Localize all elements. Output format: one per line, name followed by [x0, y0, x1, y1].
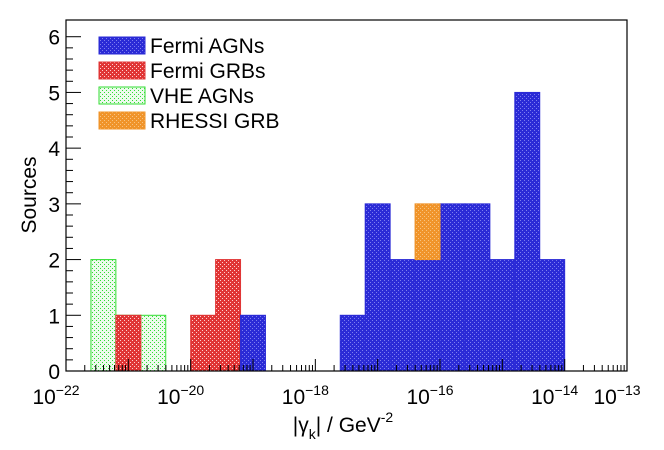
bar-fermi-agns-4	[389, 259, 416, 372]
y-tick-label: 3	[48, 194, 60, 217]
legend-swatch-rhessi-grb	[98, 111, 146, 130]
x-tick-label: 10−13	[593, 382, 640, 409]
y-axis-title: Sources	[18, 156, 41, 233]
axis-ticks	[65, 36, 628, 372]
bar-vhe-agns-3	[140, 314, 167, 372]
bar-fermi-agns-8	[489, 259, 516, 372]
x-tick-labels: 10−22 10−20 10−18 10−16 10−14 10−13	[32, 382, 640, 409]
bar-fermi-agns-6	[439, 203, 466, 372]
bar-fermi-agns-9	[514, 91, 541, 372]
legend-swatch-fermi-grbs	[98, 61, 146, 80]
y-tick-label: 1	[48, 305, 60, 328]
x-tick-label: 10−22	[32, 382, 79, 409]
y-tick-label: 4	[48, 138, 60, 161]
legend-swatch-fermi-agns	[98, 36, 146, 55]
plot-frame-rect	[65, 19, 628, 372]
bar-fermi-agns-5	[414, 259, 441, 372]
plot-frame	[65, 19, 628, 372]
x-tick-label: 10−16	[406, 382, 453, 409]
legend-label-rhessi-grb: RHESSI GRB	[150, 110, 280, 133]
y-tick-label: 6	[48, 27, 60, 50]
bar-fermi-agns-10	[539, 259, 566, 372]
x-tick-label: 10−18	[282, 382, 329, 409]
bar-rhessi-grb-1	[414, 203, 441, 261]
legend-label-vhe-agns: VHE AGNs	[150, 85, 254, 108]
x-axis-title: |γk| / GeV-2	[293, 409, 394, 442]
x-tick-label: 10−14	[531, 382, 578, 409]
bar-fermi-agns-7	[464, 203, 491, 372]
bar-fermi-agns-3	[364, 203, 391, 372]
bar-fermi-grbs-2	[190, 314, 217, 372]
legend-label-fermi-agns: Fermi AGNs	[150, 35, 264, 58]
bar-vhe-agns-1	[90, 259, 117, 372]
y-tick-label: 2	[48, 250, 60, 273]
legend-label-fermi-grbs: Fermi GRBs	[150, 60, 266, 83]
y-tick-label: 0	[48, 361, 60, 384]
y-tick-label: 5	[48, 82, 60, 105]
bar-fermi-grbs-3	[215, 259, 242, 372]
bar-fermi-agns-2	[339, 314, 366, 372]
y-tick-labels: 0 1 2 3 4 5 6	[48, 27, 60, 384]
legend-swatch-vhe-agns	[98, 86, 146, 105]
bars-layer	[90, 91, 566, 372]
x-tick-label: 10−20	[157, 382, 204, 409]
